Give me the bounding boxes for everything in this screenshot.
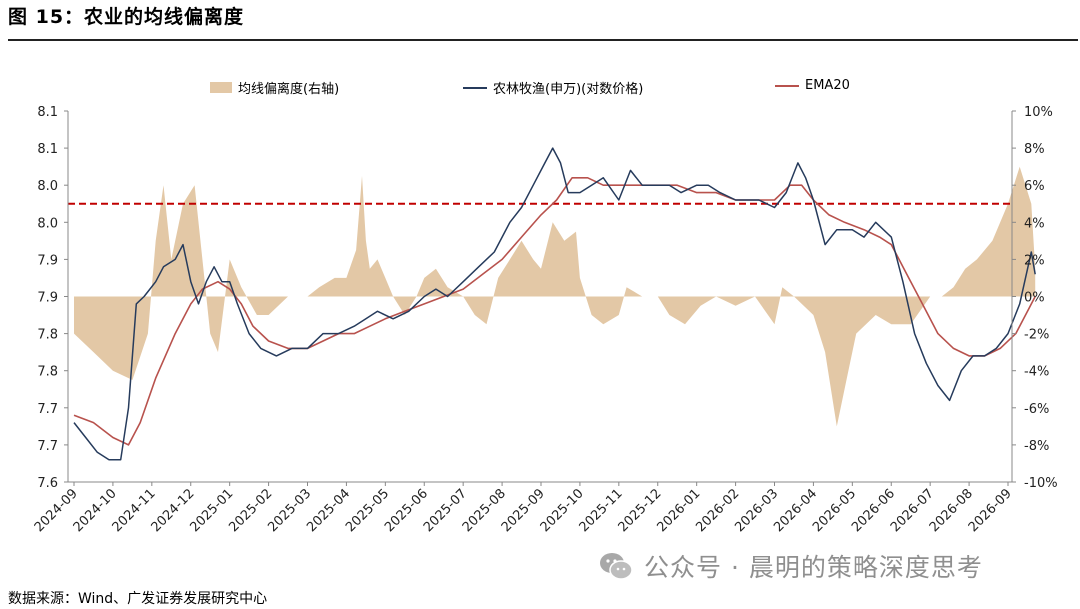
y-right-tick-label: -2% [1024,328,1049,343]
watermark: 公众号 · 晨明的策略深度思考 [598,548,983,584]
y-left-tick-label: 7.9 [37,291,58,306]
legend-label-ema: EMA20 [805,78,850,93]
y-right-tick-label: 4% [1024,216,1045,231]
source-note: 数据来源：Wind、广发证券发展研究中心 [8,591,268,607]
y-left-tick-label: 7.8 [37,365,58,380]
y-right-tick-label: -6% [1024,402,1049,417]
y-left-tick-label: 7.7 [37,439,58,454]
legend-swatch-deviation [210,82,232,93]
legend-label-index: 农林牧渔(申万)(对数价格) [493,82,644,97]
y-left-tick-label: 8.1 [37,142,58,157]
y-left-tick-label: 7.6 [37,476,58,491]
y-right-tick-label: 10% [1024,105,1053,120]
y-left-tick-label: 7.8 [37,328,58,343]
deviation-chart: 7.6 7.7 7.7 7.8 7.8 7.9 7.9 8.0 8.0 8.1 8.1 -10% -8%… [32,105,1058,535]
figure-title: 图 15：农业的均线偏离度 [8,6,245,28]
y-right-tick-label: 8% [1024,142,1045,157]
y-right-tick-label: -4% [1024,365,1049,380]
y-right-tick-label: 0% [1024,291,1045,306]
y-right-tick-label: -10% [1024,476,1058,491]
legend-label-deviation: 均线偏离度(右轴) [238,82,340,97]
legend-item-ema: EMA20 [775,78,850,93]
y-right-tick-label: -8% [1024,439,1049,454]
watermark-text: 公众号 · 晨明的策略深度思考 [644,553,983,582]
wechat-icon [600,553,633,580]
series-index-line [73,147,1036,461]
y-left-tick-label: 8.0 [37,216,58,231]
legend-item-deviation: 均线偏离度(右轴) [210,78,339,97]
chart-legend: 均线偏离度(右轴) 农林牧渔(申万)(对数价格) EMA20 [0,78,1080,98]
y-left-tick-label: 8.1 [37,105,58,120]
legend-swatch-ema [775,84,799,87]
x-tick-label: 2026-09 [966,486,1015,535]
title-divider [8,39,1078,41]
series-deviation-area [74,166,1036,427]
legend-item-index: 农林牧渔(申万)(对数价格) [463,78,643,97]
legend-swatch-index [463,86,487,89]
y-left-tick-label: 8.0 [37,179,58,194]
y-left-tick-label: 7.9 [37,253,58,268]
y-right-tick-label: 6% [1024,179,1045,194]
y-right-tick-label: 2% [1024,253,1045,268]
y-left-tick-label: 7.7 [37,402,58,417]
